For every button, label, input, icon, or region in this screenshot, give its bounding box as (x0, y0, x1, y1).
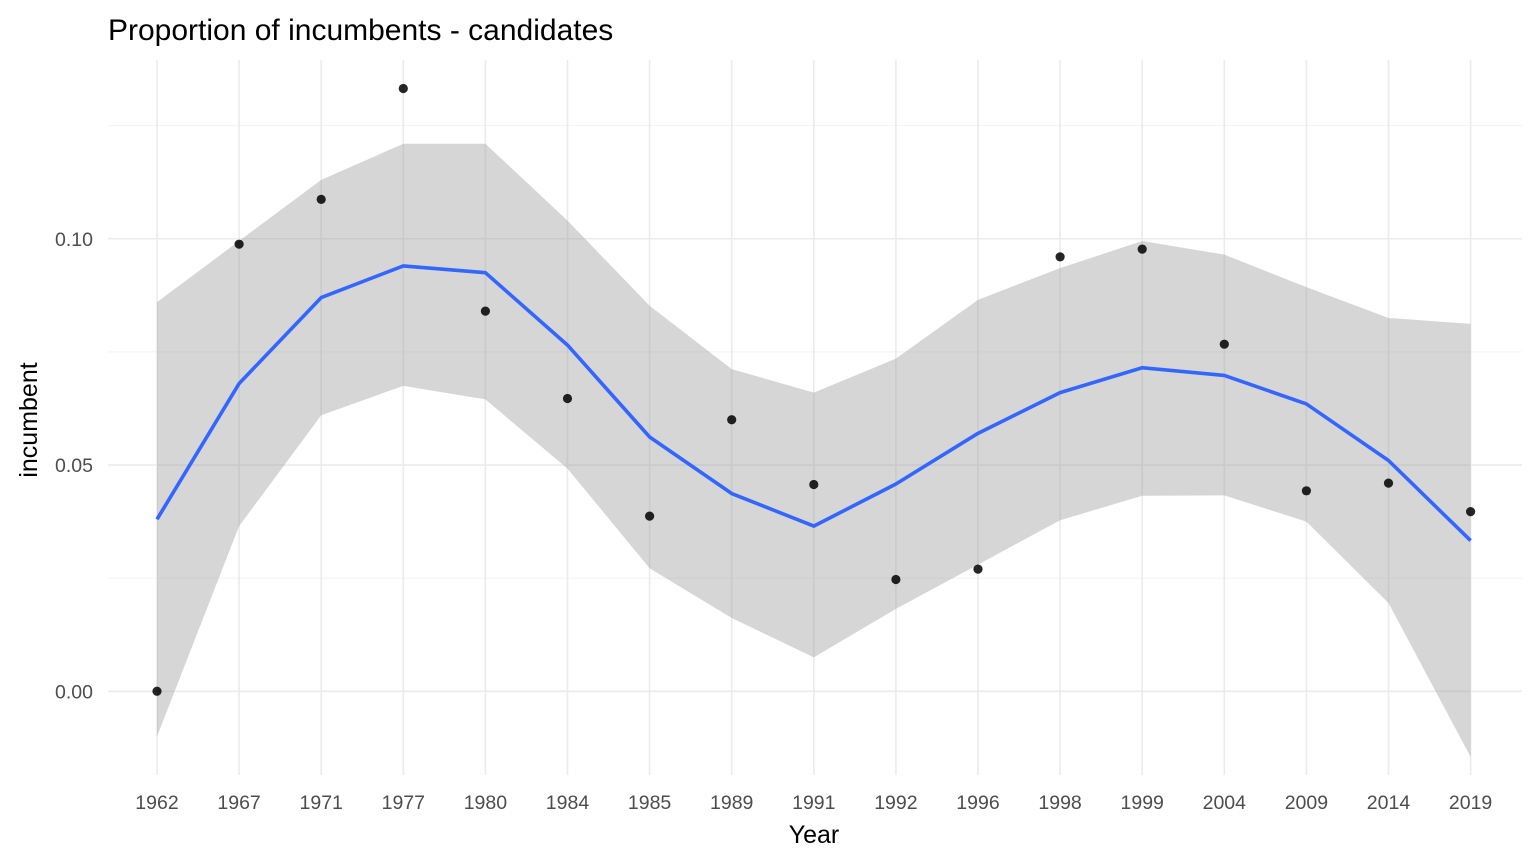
data-point-1991 (809, 479, 819, 490)
data-point-1992 (891, 574, 901, 585)
data-point-1999 (1137, 244, 1147, 254)
x-tick-label: 2019 (1449, 792, 1492, 814)
x-tick-label: 1977 (382, 792, 425, 814)
x-tick-label: 2009 (1285, 792, 1328, 814)
x-tick-label: 1991 (792, 792, 835, 814)
data-point-1998 (1055, 252, 1065, 262)
x-tick-label: 1998 (1038, 792, 1081, 814)
x-tick-label: 1967 (217, 792, 260, 814)
y-axis-ticks: 0.00 0.05 0.10 (55, 229, 93, 704)
x-tick-label: 1992 (874, 792, 917, 814)
x-tick-label: 2004 (1203, 792, 1247, 814)
x-tick-label: 1999 (1121, 792, 1164, 814)
data-point-1967 (234, 239, 244, 249)
x-tick-label: 1996 (956, 792, 999, 814)
y-tick-label: 0.05 (55, 455, 93, 477)
data-point-1971 (316, 194, 326, 204)
x-tick-label: 2014 (1367, 792, 1411, 814)
chart-title: Proportion of incumbents - candidates (108, 14, 613, 47)
x-tick-label: 1984 (546, 792, 590, 814)
x-tick-label: 1980 (464, 792, 508, 814)
data-point-2009 (1301, 486, 1311, 496)
x-axis-title: Year (789, 821, 840, 849)
data-point-1989 (727, 415, 737, 425)
data-point-2014 (1383, 478, 1394, 488)
data-point-1980 (480, 306, 490, 316)
x-tick-label: 1985 (628, 792, 672, 814)
data-point-2004 (1219, 339, 1229, 349)
confidence-band (157, 143, 1471, 757)
data-point-1977 (398, 83, 408, 94)
x-tick-label: 1971 (300, 792, 343, 814)
x-tick-label: 1962 (135, 792, 178, 814)
data-point-1985 (645, 511, 655, 521)
data-point-1984 (562, 393, 573, 404)
loess-line (155, 264, 1472, 542)
smooth-line (155, 264, 1472, 542)
data-point-2019 (1466, 507, 1476, 517)
y-tick-label: 0.00 (55, 681, 93, 703)
confidence-ribbon (157, 143, 1471, 757)
x-axis-ticks: 1962 1967 1971 1977 1980 1984 1985 1989 1991 1992… (135, 792, 1492, 814)
data-point-1962 (152, 686, 162, 696)
data-points (152, 83, 1476, 696)
y-axis-title: incumbent (15, 362, 43, 477)
y-tick-label: 0.10 (55, 229, 93, 251)
x-tick-label: 1989 (710, 792, 753, 814)
data-point-1996 (973, 564, 983, 574)
